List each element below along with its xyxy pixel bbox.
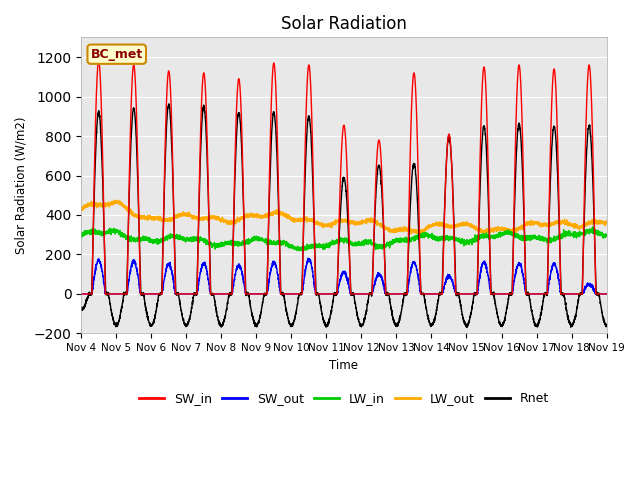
LW_in xyxy=(492,232,499,238)
Rnet xyxy=(433,309,440,314)
Y-axis label: Solar Radiation (W/m2): Solar Radiation (W/m2) xyxy=(15,117,28,254)
Rnet xyxy=(603,323,611,329)
SW_in xyxy=(461,291,469,297)
Rnet xyxy=(165,101,173,107)
Rnet xyxy=(324,319,332,325)
Line: SW_in: SW_in xyxy=(81,61,607,294)
LW_in xyxy=(433,234,440,240)
SW_out xyxy=(602,291,610,297)
SW_out xyxy=(172,291,179,297)
SW_out xyxy=(77,291,85,297)
SW_in xyxy=(433,291,440,297)
Line: LW_in: LW_in xyxy=(81,227,607,251)
LW_in xyxy=(589,224,596,230)
LW_in xyxy=(292,248,300,253)
SW_in xyxy=(603,291,611,297)
Line: SW_out: SW_out xyxy=(81,258,607,294)
LW_out xyxy=(602,221,610,227)
Rnet xyxy=(77,304,85,310)
SW_in xyxy=(602,291,610,297)
SW_out xyxy=(304,255,312,261)
Rnet xyxy=(461,322,469,327)
LW_in xyxy=(324,241,332,247)
LW_out xyxy=(461,222,469,228)
LW_in xyxy=(461,239,469,244)
Legend: SW_in, SW_out, LW_in, LW_out, Rnet: SW_in, SW_out, LW_in, LW_out, Rnet xyxy=(134,387,554,410)
SW_in xyxy=(492,291,499,297)
SW_out xyxy=(492,291,499,297)
LW_out xyxy=(172,214,179,220)
LW_in xyxy=(602,231,610,237)
X-axis label: Time: Time xyxy=(330,359,358,372)
LW_out xyxy=(492,226,499,232)
Rnet xyxy=(602,323,610,328)
LW_in xyxy=(172,233,179,239)
SW_out xyxy=(603,291,611,297)
SW_in xyxy=(77,291,85,297)
Rnet xyxy=(463,324,470,330)
Line: LW_out: LW_out xyxy=(81,200,607,234)
LW_out xyxy=(603,218,611,224)
LW_out xyxy=(77,206,85,212)
SW_out xyxy=(193,291,201,297)
LW_out xyxy=(433,219,440,225)
LW_out xyxy=(324,222,332,228)
Rnet xyxy=(172,288,179,294)
LW_out xyxy=(110,197,118,203)
SW_in xyxy=(95,58,102,64)
LW_out xyxy=(415,231,422,237)
Title: Solar Radiation: Solar Radiation xyxy=(281,15,407,33)
SW_in xyxy=(172,291,179,297)
SW_in xyxy=(324,291,332,297)
SW_out xyxy=(324,291,332,297)
SW_out xyxy=(433,291,440,297)
LW_in xyxy=(77,234,85,240)
Text: BC_met: BC_met xyxy=(91,48,143,60)
Rnet xyxy=(492,300,499,306)
LW_in xyxy=(603,233,611,239)
SW_out xyxy=(461,291,469,297)
Line: Rnet: Rnet xyxy=(81,104,607,327)
